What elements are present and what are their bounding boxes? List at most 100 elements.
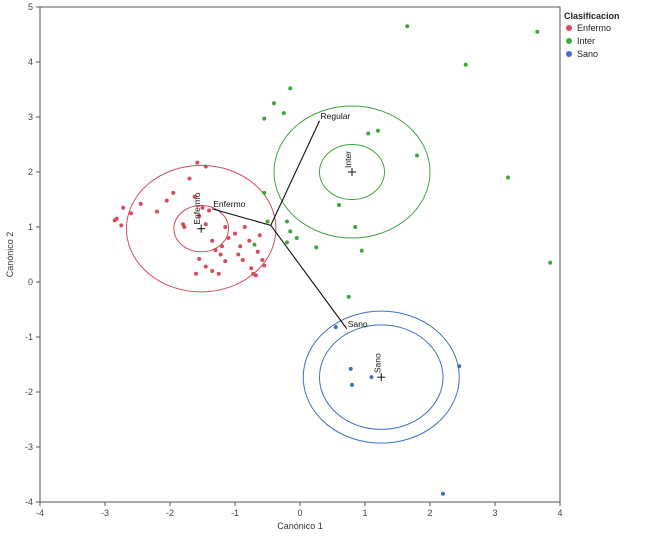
point-inter <box>262 116 267 121</box>
point-inter <box>535 29 540 34</box>
point-inter <box>415 153 419 158</box>
mean-label-inter: Inter <box>343 151 353 168</box>
point-enfermo <box>155 209 159 214</box>
point-inter <box>272 101 276 106</box>
legend-marker-enfermo <box>566 25 572 31</box>
y-tick-label: -1 <box>25 332 33 342</box>
point-enfermo <box>233 231 237 236</box>
x-tick-label: -2 <box>166 508 174 518</box>
point-inter <box>288 86 293 91</box>
y-tick-label: 0 <box>28 277 33 287</box>
point-inter <box>294 236 299 240</box>
point-enfermo <box>200 205 205 210</box>
point-enfermo <box>238 244 243 249</box>
enfermo-outer-ring <box>125 164 277 293</box>
point-inter <box>281 111 286 116</box>
point-inter <box>548 260 553 265</box>
point-enfermo <box>197 256 202 261</box>
ray-sano <box>270 225 348 330</box>
point-enfermo <box>253 273 258 278</box>
point-inter <box>353 225 358 229</box>
point-enfermo <box>203 264 208 269</box>
enfermo-inner-ring <box>173 205 229 253</box>
plot-border <box>39 6 561 503</box>
point-enfermo <box>119 223 124 228</box>
point-enfermo <box>187 176 192 181</box>
point-inter <box>463 62 468 67</box>
point-enfermo <box>262 263 267 268</box>
point-inter <box>265 219 270 224</box>
x-tick-label: -4 <box>36 508 44 518</box>
x-tick-label: 0 <box>297 508 302 518</box>
x-tick-label: -1 <box>231 508 239 518</box>
point-enfermo <box>207 208 211 213</box>
point-enfermo <box>195 160 200 165</box>
point-enfermo <box>129 211 133 216</box>
y-tick-label: 3 <box>28 112 33 122</box>
point-sano <box>350 382 354 387</box>
legend-label-sano: Sano <box>577 49 598 59</box>
point-inter <box>376 128 380 133</box>
point-enfermo <box>255 249 260 254</box>
point-enfermo <box>242 225 247 229</box>
data-points <box>112 24 553 496</box>
ray-label-regular: Regular <box>321 111 351 121</box>
point-enfermo <box>138 201 143 206</box>
x-tick-label: 3 <box>492 508 497 518</box>
point-inter <box>506 175 510 180</box>
confidence-ellipses <box>125 105 460 444</box>
point-enfermo <box>236 252 241 257</box>
point-sano <box>348 366 353 371</box>
legend-label-inter: Inter <box>577 36 595 46</box>
point-enfermo <box>213 248 218 253</box>
point-sano <box>457 364 462 369</box>
x-tick-label: 1 <box>362 508 367 518</box>
point-enfermo <box>171 190 176 195</box>
legend-marker-sano <box>566 51 572 57</box>
point-enfermo <box>210 269 215 273</box>
x-tick-label: 4 <box>557 508 562 518</box>
point-enfermo <box>121 205 126 210</box>
ray-regular <box>270 120 320 226</box>
point-inter <box>288 229 293 234</box>
x-axis-title: Canónico 1 <box>277 521 323 531</box>
point-enfermo <box>197 214 202 218</box>
legend-title: Clasificacion <box>564 11 620 21</box>
point-enfermo <box>194 271 198 276</box>
point-enfermo <box>216 271 221 276</box>
x-tick-label: -3 <box>101 508 109 518</box>
point-enfermo <box>249 266 254 271</box>
point-inter <box>285 240 289 245</box>
legend-label-enfermo: Enfermo <box>577 23 611 33</box>
point-inter <box>405 24 410 29</box>
point-sano <box>333 325 338 330</box>
point-inter <box>366 131 371 136</box>
point-inter <box>314 245 319 250</box>
point-inter <box>262 190 267 195</box>
point-enfermo <box>247 238 252 243</box>
ray-label-sano: Sano <box>348 319 368 329</box>
axes: -4 -3 -2 -1 0 1 2 3 4 -4 -3 -2 -1 0 1 2 3 4 5 <box>25 2 563 518</box>
point-enfermo <box>164 198 169 203</box>
y-tick-label: -3 <box>25 442 33 452</box>
point-enfermo <box>218 252 223 257</box>
point-inter <box>285 219 289 224</box>
point-inter <box>359 248 364 253</box>
ray-label-enfermo: Enfermo <box>213 199 245 209</box>
plot-frame <box>39 6 561 503</box>
point-inter <box>337 203 341 207</box>
point-enfermo <box>223 259 228 264</box>
point-inter <box>252 242 257 247</box>
inter-inner-ring <box>319 144 385 200</box>
y-tick-label: -4 <box>25 497 33 507</box>
point-enfermo <box>240 258 245 262</box>
point-enfermo <box>226 236 231 240</box>
point-enfermo <box>210 238 215 243</box>
point-enfermo <box>257 233 262 238</box>
point-enfermo <box>260 258 265 262</box>
mean-label-enfermo: Enfermo <box>192 192 202 224</box>
point-sano <box>369 375 374 380</box>
y-tick-label: 1 <box>28 222 33 232</box>
sano-inner-ring <box>319 324 444 430</box>
group-mean-markers: Enfermo Inter Sano <box>192 151 386 382</box>
